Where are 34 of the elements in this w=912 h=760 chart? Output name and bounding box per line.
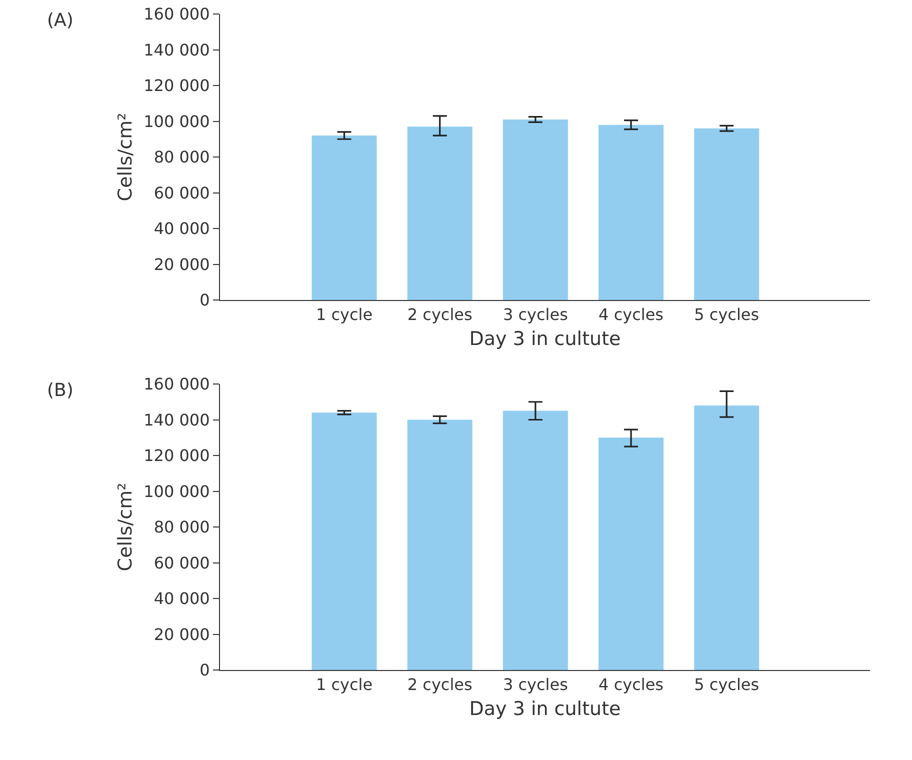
- y-tick-label: 60 000: [154, 553, 210, 572]
- y-tick-label: 40 000: [154, 589, 210, 608]
- x-tick-label: 4 cycles: [598, 675, 664, 694]
- x-tick-label: 3 cycles: [502, 675, 568, 694]
- y-tick-label: 140 000: [144, 40, 210, 60]
- x-axis-title: Day 3 in cultute: [469, 698, 621, 720]
- x-axis-title: Day 3 in cultute: [469, 328, 621, 350]
- x-tick-label: 5 cycles: [694, 675, 760, 694]
- y-tick-label: 80 000: [154, 518, 210, 537]
- y-tick-label: 160 000: [144, 4, 210, 24]
- y-tick-label: 120 000: [144, 446, 210, 466]
- x-tick-label: 3 cycles: [502, 305, 568, 324]
- y-tick-label: 120 000: [144, 76, 210, 96]
- x-tick-label: 4 cycles: [598, 305, 664, 324]
- y-tick-label: 160 000: [144, 374, 210, 394]
- y-tick-label: 20 000: [154, 624, 210, 644]
- y-tick-label: 100 000: [144, 482, 210, 501]
- y-tick-label: 0: [200, 290, 210, 310]
- y-tick-label: 100 000: [144, 112, 210, 131]
- y-axis-title: Cells/cm²: [114, 112, 136, 202]
- y-tick-label: 140 000: [144, 410, 210, 430]
- x-tick-label: 5 cycles: [694, 305, 760, 324]
- x-tick-label: 1 cycle: [316, 675, 373, 694]
- y-tick-label: 20 000: [154, 254, 210, 274]
- text: (A): [47, 10, 74, 31]
- x-tick-label: 2 cycles: [407, 675, 472, 694]
- text: (B): [47, 380, 74, 401]
- y-tick-label: 40 000: [154, 219, 210, 238]
- y-tick-label: 60 000: [154, 183, 210, 202]
- x-tick-label: 1 cycle: [316, 305, 373, 324]
- y-tick-label: 0: [200, 660, 210, 680]
- y-axis-title: Cells/cm²: [114, 482, 136, 572]
- x-tick-label: 2 cycles: [407, 305, 472, 324]
- y-tick-label: 80 000: [154, 148, 210, 167]
